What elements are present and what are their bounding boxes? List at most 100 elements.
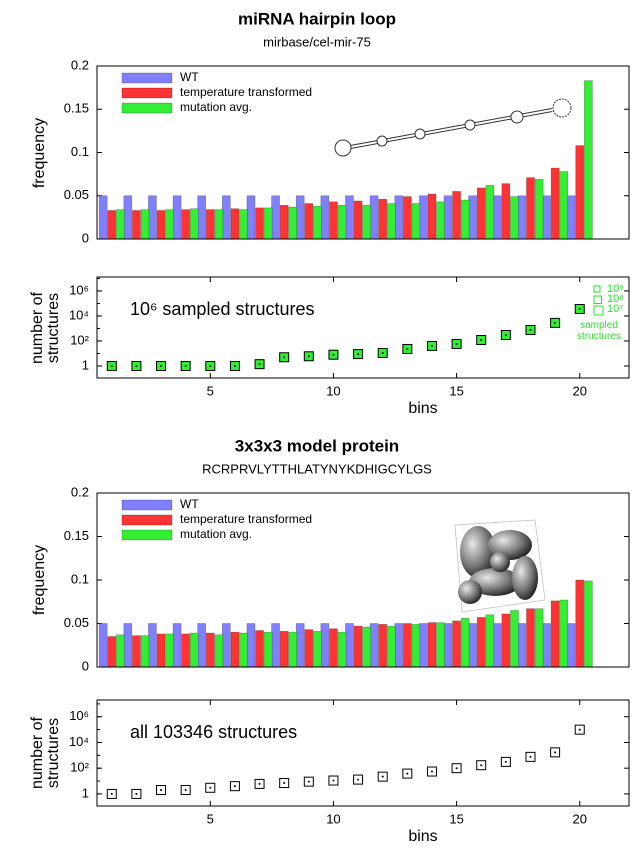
- bar: [271, 195, 280, 240]
- bar: [313, 631, 322, 668]
- annotation: 10⁶ sampled structures: [130, 299, 315, 319]
- bar: [320, 195, 330, 240]
- point-dot: [160, 789, 163, 792]
- bar: [468, 623, 477, 668]
- plot-frame: [96, 276, 630, 379]
- size-legend-box: [593, 295, 602, 304]
- point: [476, 334, 487, 345]
- point-dot: [283, 356, 286, 359]
- point: [476, 760, 487, 771]
- bar: [584, 80, 593, 240]
- bar: [436, 201, 445, 240]
- bar: [427, 193, 437, 240]
- bar: [517, 195, 527, 240]
- hairpin-drawing: [334, 98, 572, 157]
- bar: [320, 623, 330, 668]
- point-dot: [135, 792, 138, 795]
- point-dot: [455, 342, 458, 345]
- bar: [378, 198, 388, 240]
- bar: [329, 201, 338, 240]
- point: [328, 349, 339, 360]
- x-axis-label: bins: [408, 828, 437, 845]
- point: [156, 785, 167, 796]
- bar: [165, 633, 174, 668]
- bar: [492, 195, 502, 240]
- y-tick-label: 1: [82, 785, 89, 800]
- bar: [387, 203, 396, 240]
- legend-label: temperature transformed: [180, 85, 312, 99]
- bar: [98, 195, 108, 240]
- bar: [116, 209, 125, 240]
- bar: [123, 623, 133, 668]
- bar: [485, 614, 495, 668]
- bar: [387, 625, 396, 668]
- point-dot: [307, 780, 310, 783]
- chart-title: 3x3x3 model protein: [235, 436, 399, 455]
- bar: [345, 195, 354, 240]
- point-dot: [357, 778, 360, 781]
- bar: [345, 623, 354, 668]
- point-dot: [110, 792, 113, 795]
- point-dot: [381, 351, 384, 354]
- x-tick-label: 10: [326, 811, 340, 826]
- bar: [566, 623, 576, 668]
- bar: [476, 187, 486, 240]
- plot-frame: [96, 492, 630, 668]
- point-dot: [209, 786, 212, 789]
- bar: [148, 623, 157, 668]
- point-dot: [554, 751, 557, 754]
- legend-label: temperature transformed: [180, 512, 312, 526]
- point: [254, 778, 265, 789]
- y-tick-label: 10⁴: [69, 734, 89, 749]
- bar: [362, 626, 371, 668]
- bar: [156, 633, 166, 668]
- point: [180, 361, 191, 372]
- y-tick-label: 10²: [70, 332, 89, 347]
- bar: [132, 210, 141, 240]
- point: [550, 747, 561, 758]
- bar: [362, 204, 371, 240]
- y-axis-label: frequency: [31, 544, 48, 616]
- protein-drawing: [454, 519, 546, 613]
- bar: [214, 209, 224, 240]
- bar: [148, 195, 157, 240]
- point-dot: [332, 353, 335, 356]
- point: [402, 343, 413, 354]
- point: [156, 361, 167, 372]
- x-tick-label: 15: [449, 811, 463, 826]
- bar: [485, 185, 495, 240]
- point: [451, 338, 462, 349]
- bar: [353, 200, 363, 240]
- chart-subtitle: RCRPRVLYTTHLATYNYKDHIGCYLGS: [202, 461, 432, 476]
- point: [525, 324, 536, 335]
- bar: [476, 617, 486, 668]
- bar: [98, 623, 108, 668]
- chart-subtitle: mirbase/cel-mir-75: [263, 34, 371, 49]
- point-dot: [406, 772, 409, 775]
- legend-swatch: [121, 529, 173, 541]
- bar: [460, 199, 470, 240]
- plot-frame: [96, 65, 630, 240]
- bar: [427, 622, 437, 668]
- bar: [132, 635, 141, 668]
- point-dot: [160, 365, 163, 368]
- bar: [501, 613, 511, 668]
- bar: [189, 632, 199, 668]
- y-tick-label: 0.2: [71, 57, 89, 72]
- bar: [534, 608, 544, 668]
- bar: [107, 210, 117, 240]
- bar: [263, 631, 273, 668]
- bar: [172, 195, 182, 240]
- bar: [140, 635, 150, 668]
- bar: [403, 623, 412, 668]
- bar: [246, 623, 256, 668]
- point: [106, 788, 117, 799]
- point-dot: [233, 785, 236, 788]
- bar: [534, 179, 544, 240]
- point: [550, 317, 561, 328]
- point-dot: [110, 365, 113, 368]
- y-axis-label: frequency: [31, 117, 48, 188]
- bar: [329, 628, 338, 668]
- bar: [288, 631, 298, 668]
- bar: [337, 204, 347, 240]
